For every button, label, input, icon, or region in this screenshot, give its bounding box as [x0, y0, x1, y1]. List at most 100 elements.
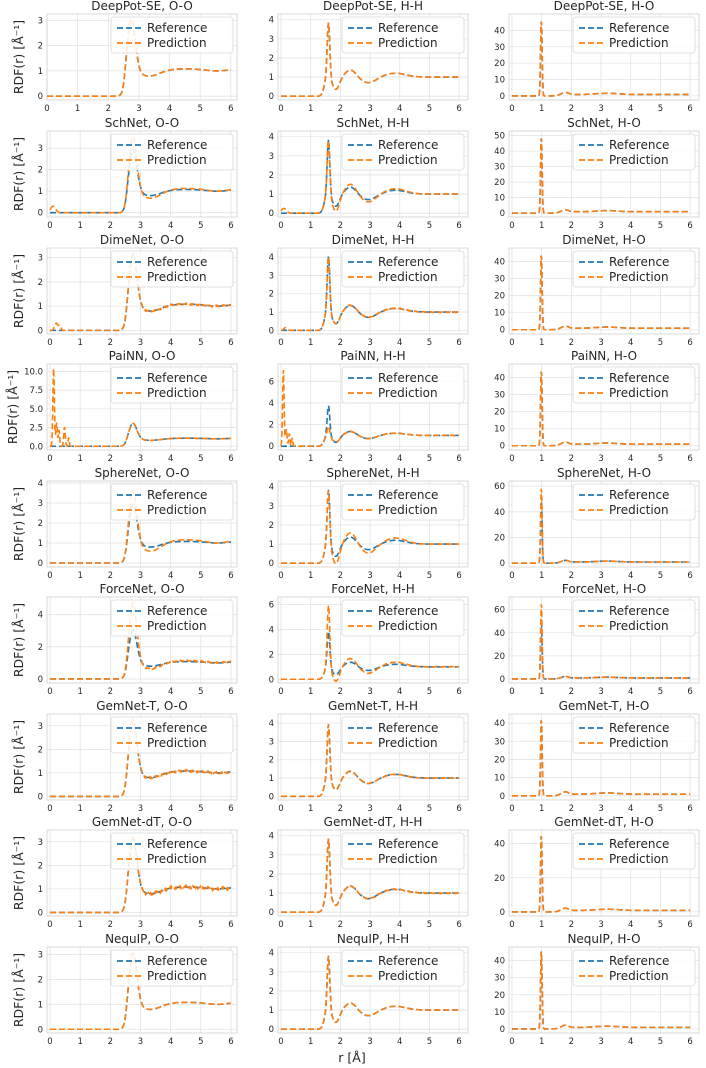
y-tick-label: 3 [269, 502, 274, 512]
y-tick-label: 3 [269, 152, 274, 162]
panel-title: GemNet-T, O-O [96, 699, 188, 713]
x-tick-label: 2 [108, 571, 113, 581]
x-tick-label: 1 [539, 571, 544, 581]
x-tick-label: 3 [138, 454, 143, 464]
y-tick-label: 2 [269, 521, 274, 531]
x-tick-label: 4 [397, 687, 402, 697]
x-tick-label: 6 [456, 454, 461, 464]
x-tick-label: 1 [308, 687, 313, 697]
legend-label: Prediction [378, 969, 438, 983]
x-tick-label: 1 [75, 104, 80, 114]
series-reference [511, 501, 691, 564]
y-tick-label: 3 [269, 271, 274, 281]
axes-frame [46, 247, 238, 335]
panel-9: 0 1 2 3 4 5 6 0 10 20 30 40 DimeNet, H-O ReferencePre… [494, 233, 700, 348]
y-tick-label: 0 [269, 1025, 274, 1035]
y-tick-label: 3 [38, 499, 43, 509]
x-tick-label: 5 [427, 687, 432, 697]
y-tick-label: 6 [269, 600, 274, 610]
legend-label: Prediction [147, 36, 207, 50]
x-tick-label: 0 [47, 804, 52, 814]
x-tick-label: 0 [278, 104, 283, 114]
x-tick-label: 2 [338, 1037, 343, 1047]
axes-frame [508, 946, 700, 1034]
y-axis-label: RDF(r) [Å⁻¹] [11, 720, 26, 794]
x-tick-label: 3 [367, 104, 372, 114]
x-tick-label: 0 [47, 1037, 52, 1047]
x-tick-label: 2 [569, 687, 574, 697]
legend-label: Prediction [609, 736, 669, 750]
panel-title: PaiNN, O-O [109, 349, 176, 363]
series-prediction [511, 21, 691, 97]
y-tick-label: 2 [269, 987, 274, 997]
y-tick-label: 20 [494, 408, 505, 418]
y-tick-label: 0 [38, 908, 43, 918]
y-tick-label: 1 [38, 302, 43, 312]
legend-label: Reference [609, 954, 669, 968]
x-tick-label: 0 [278, 571, 283, 581]
y-tick-label: 1 [269, 308, 274, 318]
x-tick-label: 1 [77, 221, 82, 231]
panel-23: 0 1 2 3 4 5 6 0 1 2 3 4 GemNet-dT, H-H ReferencePredi… [269, 815, 469, 930]
panel-title: GemNet-T, H-H [328, 699, 418, 713]
series-prediction [280, 724, 460, 798]
panel-title: DeepPot-SE, O-O [91, 0, 193, 13]
y-tick-label: 40 [494, 26, 505, 36]
x-tick-label: 2 [569, 104, 574, 114]
axes-frame [277, 596, 469, 684]
x-tick-label: 3 [138, 804, 143, 814]
x-tick-label: 5 [198, 338, 203, 348]
x-tick-label: 5 [658, 804, 663, 814]
panel-title: ForceNet, H-H [331, 582, 415, 596]
x-tick-label: 0 [47, 338, 52, 348]
y-tick-label: 3 [38, 950, 43, 960]
x-tick-label: 5 [658, 571, 663, 581]
x-tick-label: 1 [539, 687, 544, 697]
legend-label: Reference [609, 604, 669, 618]
y-tick-label: 40 [494, 719, 505, 729]
y-tick-label: 0 [500, 92, 505, 102]
legend-box [110, 832, 234, 870]
legend-label: Prediction [378, 270, 438, 284]
panel-title: NequIP, H-H [337, 932, 409, 946]
x-tick-label: 1 [77, 687, 82, 697]
y-tick-label: 3 [38, 144, 43, 154]
y-tick-label: 4 [269, 16, 274, 26]
y-tick-label: 0 [500, 675, 505, 685]
x-tick-label: 0 [509, 104, 514, 114]
legend-label: Reference [378, 488, 438, 502]
y-tick-label: 10.0 [24, 367, 43, 377]
x-tick-label: 2 [338, 104, 343, 114]
x-tick-label: 1 [77, 804, 82, 814]
axes-frame [277, 13, 469, 101]
x-tick-label: 0 [509, 687, 514, 697]
y-tick-label: 4 [269, 832, 274, 842]
axes-frame [508, 480, 700, 568]
panel-4: 0 1 2 3 4 5 6 0 1 2 3 SchNet, O-O RDF(r) [Å⁻¹] Refere… [11, 116, 238, 231]
x-tick-label: 0 [278, 221, 283, 231]
legend-label: Reference [609, 721, 669, 735]
x-tick-label: 3 [136, 104, 141, 114]
panel-6: 0 1 2 3 4 5 6 0 10 20 30 40 50 SchNet, H-O ReferencePr… [494, 116, 700, 231]
x-tick-label: 4 [397, 338, 402, 348]
legend-box [110, 949, 234, 987]
y-tick-label: 0 [38, 792, 43, 802]
panel-20: 0 1 2 3 4 5 6 0 1 2 3 4 GemNet-T, H-H ReferencePredic… [269, 699, 469, 814]
x-tick-label: 4 [397, 104, 402, 114]
y-tick-label: 10 [494, 774, 505, 784]
x-tick-label: 5 [198, 571, 203, 581]
legend-label: Reference [378, 255, 438, 269]
axes-frame [277, 130, 469, 218]
legend-label: Reference [147, 721, 207, 735]
legend-label: Prediction [147, 852, 207, 866]
y-tick-label: 2 [38, 975, 43, 985]
x-tick-label: 3 [367, 920, 372, 930]
x-tick-label: 3 [138, 920, 143, 930]
x-tick-label: 6 [687, 104, 692, 114]
legend-box [572, 832, 696, 870]
legend-label: Prediction [378, 36, 438, 50]
legend-box [572, 133, 696, 171]
y-tick-label: 4 [269, 483, 274, 493]
panel-title: SchNet, H-H [337, 116, 410, 130]
legend-label: Reference [147, 371, 207, 385]
